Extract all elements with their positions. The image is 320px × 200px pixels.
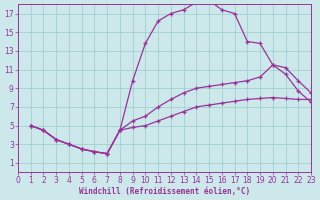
X-axis label: Windchill (Refroidissement éolien,°C): Windchill (Refroidissement éolien,°C) [79,187,250,196]
